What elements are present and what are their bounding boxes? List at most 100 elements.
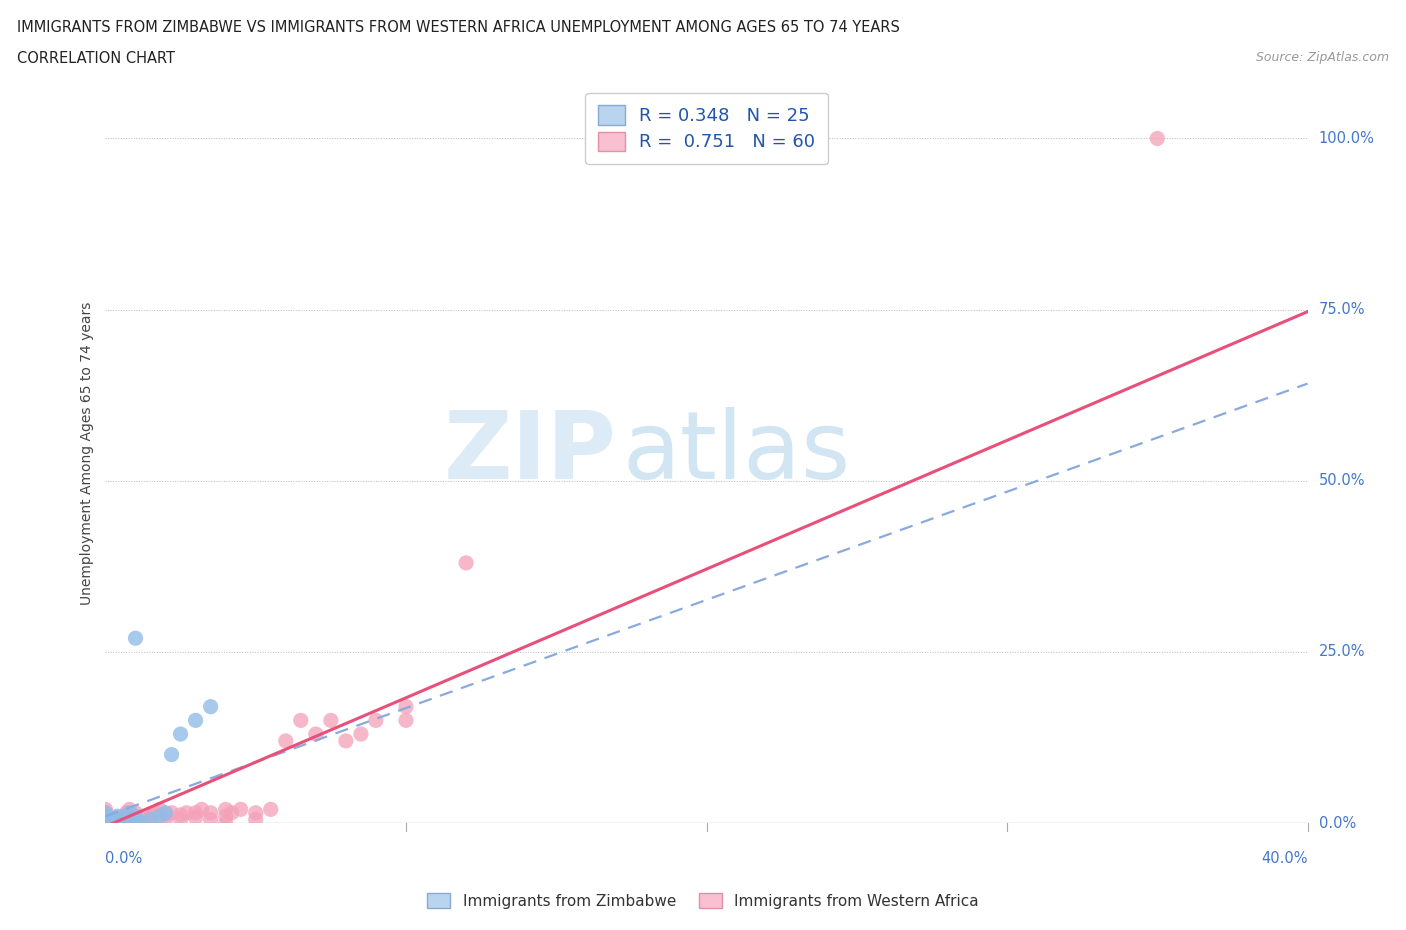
Point — [155, 805, 177, 820]
Point — [107, 809, 129, 824]
Point — [214, 802, 236, 817]
Text: 0.0%: 0.0% — [1319, 816, 1355, 830]
Point — [184, 805, 207, 820]
Text: 75.0%: 75.0% — [1319, 302, 1365, 317]
Text: 0.0%: 0.0% — [105, 851, 142, 866]
Point — [155, 812, 177, 827]
Point — [124, 812, 146, 827]
Point — [94, 805, 117, 820]
Point — [103, 812, 125, 827]
Point — [124, 809, 146, 824]
Point — [190, 802, 212, 817]
Point — [94, 812, 117, 827]
Text: ZIP: ZIP — [443, 407, 616, 499]
Text: atlas: atlas — [623, 407, 851, 499]
Point — [110, 816, 132, 830]
Point — [184, 713, 207, 728]
Text: 50.0%: 50.0% — [1319, 473, 1365, 488]
Point — [131, 816, 153, 830]
Point — [148, 802, 170, 817]
Point — [112, 812, 135, 827]
Point — [94, 816, 117, 830]
Point — [115, 805, 138, 820]
Point — [94, 807, 117, 822]
Text: IMMIGRANTS FROM ZIMBABWE VS IMMIGRANTS FROM WESTERN AFRICA UNEMPLOYMENT AMONG AG: IMMIGRANTS FROM ZIMBABWE VS IMMIGRANTS F… — [17, 20, 900, 35]
Point — [364, 713, 387, 728]
Point — [134, 812, 156, 827]
Legend: R = 0.348   N = 25, R =  0.751   N = 60: R = 0.348 N = 25, R = 0.751 N = 60 — [585, 93, 828, 164]
Point — [115, 809, 138, 824]
Point — [395, 699, 418, 714]
Point — [124, 810, 146, 825]
Point — [200, 699, 222, 714]
Point — [200, 805, 222, 820]
Y-axis label: Unemployment Among Ages 65 to 74 years: Unemployment Among Ages 65 to 74 years — [80, 301, 94, 605]
Point — [290, 713, 312, 728]
Point — [176, 805, 198, 820]
Point — [94, 816, 117, 830]
Point — [245, 812, 267, 827]
Text: CORRELATION CHART: CORRELATION CHART — [17, 51, 174, 66]
Point — [110, 810, 132, 825]
Point — [148, 809, 170, 824]
Point — [94, 809, 117, 824]
Point — [110, 816, 132, 830]
Point — [94, 802, 117, 817]
Point — [169, 812, 191, 827]
Point — [214, 816, 236, 830]
Point — [112, 809, 135, 824]
Point — [184, 810, 207, 825]
Point — [118, 805, 141, 820]
Point — [94, 810, 117, 825]
Text: 40.0%: 40.0% — [1261, 851, 1308, 866]
Point — [395, 713, 418, 728]
Point — [124, 805, 146, 820]
Point — [160, 747, 183, 762]
Point — [94, 816, 117, 830]
Point — [305, 726, 328, 741]
Point — [100, 816, 122, 830]
Point — [139, 816, 162, 830]
Point — [94, 810, 117, 825]
Legend: Immigrants from Zimbabwe, Immigrants from Western Africa: Immigrants from Zimbabwe, Immigrants fro… — [422, 886, 984, 915]
Point — [94, 812, 117, 827]
Point — [139, 810, 162, 825]
Point — [454, 555, 477, 570]
Point — [94, 816, 117, 830]
Text: 25.0%: 25.0% — [1319, 644, 1365, 659]
Point — [94, 805, 117, 820]
Point — [107, 810, 129, 825]
Point — [145, 805, 167, 820]
Point — [350, 726, 373, 741]
Point — [274, 734, 297, 749]
Point — [169, 807, 191, 822]
Point — [169, 726, 191, 741]
Point — [118, 802, 141, 817]
Point — [94, 816, 117, 830]
Text: 100.0%: 100.0% — [1319, 131, 1375, 146]
Point — [335, 734, 357, 749]
Point — [121, 812, 143, 827]
Point — [155, 807, 177, 822]
Point — [139, 812, 162, 827]
Point — [160, 805, 183, 820]
Point — [319, 713, 342, 728]
Point — [245, 805, 267, 820]
Point — [142, 807, 165, 822]
Point — [214, 809, 236, 824]
Point — [136, 809, 159, 824]
Text: Source: ZipAtlas.com: Source: ZipAtlas.com — [1256, 51, 1389, 64]
Point — [221, 805, 243, 820]
Point — [94, 816, 117, 830]
Point — [229, 802, 252, 817]
Point — [124, 816, 146, 830]
Point — [94, 816, 117, 830]
Point — [260, 802, 283, 817]
Point — [1146, 131, 1168, 146]
Point — [131, 816, 153, 830]
Point — [100, 816, 122, 830]
Point — [124, 631, 146, 645]
Point — [200, 812, 222, 827]
Point — [103, 812, 125, 827]
Point — [94, 809, 117, 824]
